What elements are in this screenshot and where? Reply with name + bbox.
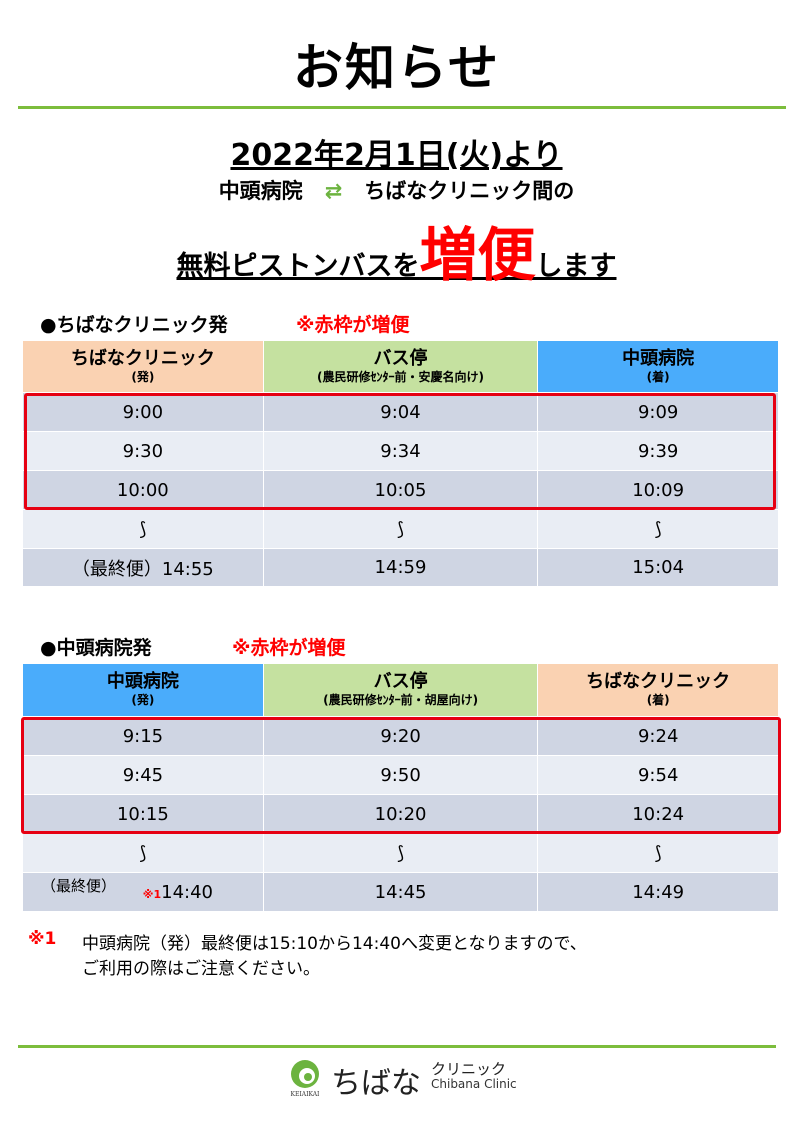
effective-date: 2022年2月1日(火)より bbox=[230, 138, 563, 173]
table-row: 9:30 9:34 9:39 bbox=[22, 431, 779, 471]
top-divider bbox=[18, 106, 786, 109]
exchange-arrows-icon: ⇄ bbox=[324, 179, 343, 203]
table-row: 9:15 9:20 9:24 bbox=[22, 716, 779, 756]
table-row-ellipsis: ⟆ ⟆ ⟆ bbox=[22, 833, 779, 873]
section2-note: ※赤枠が増便 bbox=[232, 637, 346, 659]
section2-heading: ●中頭病院発 bbox=[40, 637, 152, 659]
header-col3: 中頭病院 (着) bbox=[537, 340, 779, 393]
header-col1: 中頭病院 (発) bbox=[22, 663, 264, 717]
schedule-table-chibana: ちばなクリニック (発) バス停 (農民研修ｾﾝﾀｰ前・安慶名向け) 中頭病院 (着)… bbox=[22, 340, 779, 587]
clinic-logo: KEIAIKAI ちばな クリニック Chibana Clinic bbox=[285, 1058, 525, 1101]
header-col2: バス停 (農民研修ｾﾝﾀｰ前・胡屋向け) bbox=[262, 663, 539, 717]
header-col2: バス停 (農民研修ｾﾝﾀｰ前・安慶名向け) bbox=[262, 340, 539, 393]
added-trips-highlight bbox=[24, 393, 776, 510]
announcement-line: 無料ピストンバスを増便します bbox=[176, 221, 617, 289]
bottom-divider bbox=[18, 1045, 776, 1048]
table-row: 10:00 10:05 10:09 bbox=[22, 470, 779, 510]
section1-note: ※赤枠が増便 bbox=[296, 314, 410, 336]
table-row: 9:00 9:04 9:09 bbox=[22, 392, 779, 432]
header-col1: ちばなクリニック (発) bbox=[22, 340, 264, 393]
section1-heading: ●ちばなクリニック発 bbox=[40, 314, 228, 336]
footnote-mark: ※1 bbox=[28, 929, 57, 949]
added-trips-highlight bbox=[21, 717, 781, 834]
route-line: 中頭病院 ⇄ ちばなクリニック間の bbox=[218, 179, 575, 203]
schedule-table-nakagami: 中頭病院 (発) バス停 (農民研修ｾﾝﾀｰ前・胡屋向け) ちばなクリニック (着) … bbox=[22, 663, 779, 912]
table-row-last: （最終便）14:55 14:59 15:04 bbox=[22, 548, 779, 587]
svg-text:KEIAIKAI: KEIAIKAI bbox=[291, 1091, 321, 1098]
page-title: お知らせ bbox=[293, 39, 500, 97]
footnote-line2: ご利用の際はご注意ください。 bbox=[82, 959, 320, 979]
footnote-line1: 中頭病院（発）最終便は15:10から14:40へ変更となりますので、 bbox=[82, 934, 587, 954]
logo-mark-icon: KEIAIKAI bbox=[291, 1060, 321, 1098]
table-row-last: （最終便） ※114:40 14:45 14:49 bbox=[22, 872, 779, 912]
table-row-ellipsis: ⟆ ⟆ ⟆ bbox=[22, 509, 779, 549]
header-col3: ちばなクリニック (着) bbox=[537, 663, 779, 717]
